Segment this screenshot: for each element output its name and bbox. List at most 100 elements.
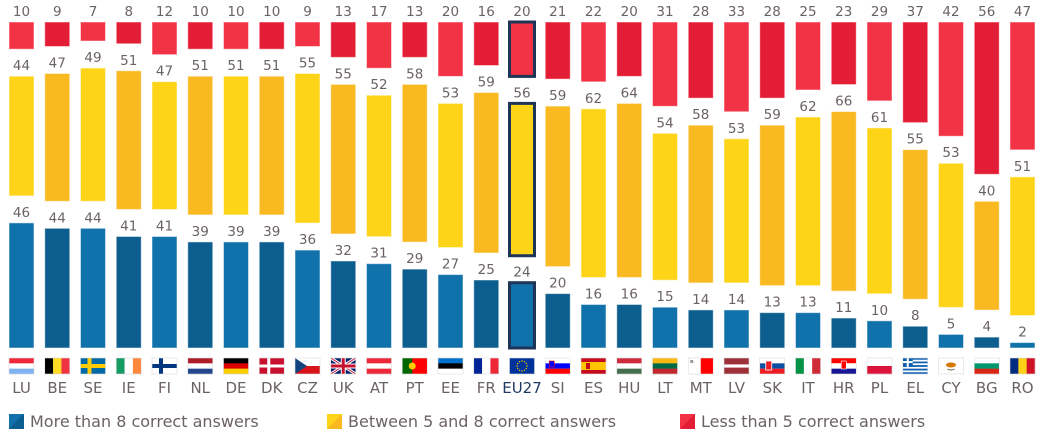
bar-red-fr: [473, 21, 500, 67]
value-label-blue-es: 16: [585, 286, 602, 302]
value-label-yellow-hr: 66: [835, 94, 852, 110]
bar-yellow-fi: [151, 81, 178, 210]
value-label-red-sk: 28: [764, 4, 781, 20]
x-tick-label-lv: LV: [728, 379, 746, 397]
bar-blue-be: [44, 227, 71, 349]
value-label-red-ee: 20: [442, 4, 459, 20]
bar-yellow-es: [580, 108, 607, 278]
legend-label: Between 5 and 8 correct answers: [348, 412, 617, 431]
bar-blue-es: [580, 303, 607, 349]
x-tick-label-dk: DK: [261, 379, 284, 397]
bar-blue-dk: [258, 241, 285, 349]
bar-blue-si: [544, 293, 571, 349]
flags-layer: [8, 356, 1036, 376]
flag-pt-icon: [401, 357, 428, 375]
bar-blue-bg: [973, 336, 1000, 349]
bar-red-sk: [759, 21, 786, 99]
value-labels-layer: 1044469474474944851411247411051391051391…: [13, 4, 1031, 341]
flag-ee-icon: [437, 357, 464, 375]
value-label-yellow-ie: 51: [120, 53, 137, 69]
value-label-red-it: 25: [799, 4, 816, 20]
bar-blue-fr: [473, 279, 500, 349]
bar-yellow-cy: [938, 162, 964, 308]
value-label-red-hu: 20: [621, 4, 638, 20]
bar-red-pl: [866, 21, 893, 102]
value-label-red-lv: 33: [728, 4, 745, 20]
bar-yellow-at: [366, 94, 392, 238]
bar-blue-pl: [866, 320, 893, 349]
bar-blue-ee: [437, 274, 464, 349]
x-tick-label-at: AT: [370, 379, 389, 397]
bar-blue-nl: [187, 241, 214, 349]
legend-swatch-blue: [9, 414, 24, 429]
bar-blue-pt: [401, 268, 428, 349]
bar-red-cy: [938, 21, 964, 137]
value-label-yellow-mt: 58: [692, 107, 709, 123]
bar-yellow-be: [44, 72, 71, 202]
value-label-blue-de: 39: [227, 224, 244, 240]
value-label-yellow-nl: 51: [192, 58, 209, 74]
bar-red-mt: [687, 21, 714, 99]
value-label-red-at: 17: [370, 4, 387, 20]
value-label-blue-el: 8: [911, 308, 920, 324]
value-label-blue-hu: 16: [621, 286, 638, 302]
bar-red-lu: [8, 21, 35, 50]
legend-item-more-than-8: More than 8 correct answers: [9, 412, 259, 431]
value-label-yellow-sk: 59: [764, 107, 781, 123]
value-label-red-be: 9: [53, 4, 62, 20]
flag-ro-icon: [1009, 357, 1036, 375]
value-label-red-cy: 42: [942, 4, 959, 20]
legend-swatch-red: [680, 414, 695, 429]
flag-mt-icon: [687, 357, 714, 375]
bar-blue-lu: [8, 222, 35, 349]
value-label-red-ie: 8: [124, 4, 133, 20]
flag-dk-icon: [258, 357, 285, 375]
value-label-blue-cy: 5: [947, 316, 956, 332]
bar-blue-fi: [151, 235, 178, 349]
value-label-blue-sk: 13: [764, 295, 781, 311]
bar-yellow-ee: [437, 102, 464, 249]
flag-eu27-icon: [509, 357, 535, 375]
bar-blue-cz: [294, 249, 321, 349]
value-label-red-eu27: 20: [513, 4, 530, 20]
flag-cz-icon: [294, 357, 321, 375]
value-label-yellow-es: 62: [585, 91, 602, 107]
flag-ie-icon: [115, 357, 142, 375]
flag-pl-icon: [866, 357, 893, 375]
flag-es-icon: [580, 357, 607, 375]
value-label-blue-ee: 27: [442, 257, 459, 273]
value-label-blue-ie: 41: [120, 218, 137, 234]
bar-red-uk: [330, 21, 357, 58]
bar-red-de: [223, 21, 249, 50]
bar-yellow-uk: [330, 83, 357, 235]
flag-at-icon: [366, 357, 392, 375]
flag-hr-icon: [830, 357, 857, 375]
bar-red-ro: [1009, 21, 1036, 151]
bar-blue-ro: [1009, 342, 1036, 349]
bar-yellow-lt: [652, 132, 678, 281]
value-label-red-es: 22: [585, 4, 602, 20]
bar-yellow-se: [80, 67, 106, 202]
bar-yellow-pt: [401, 83, 428, 243]
bar-yellow-it: [795, 116, 821, 287]
value-label-yellow-cz: 55: [299, 55, 316, 71]
value-label-yellow-lv: 53: [728, 121, 745, 137]
bar-yellow-lu: [8, 75, 35, 197]
x-tick-labels-layer: LU BE SE IE FI NL DE DK CZ UK AT PT EE FR EU27 SI ES HU LT…: [12, 379, 1033, 397]
bar-red-nl: [187, 21, 214, 50]
value-label-red-ro: 47: [1014, 4, 1031, 20]
x-tick-label-be: BE: [47, 379, 67, 397]
flag-fi-icon: [151, 357, 178, 375]
bar-blue-lt: [652, 306, 678, 349]
x-tick-label-lt: LT: [657, 379, 673, 397]
flag-cy-icon: [938, 357, 964, 375]
flag-be-icon: [44, 357, 71, 375]
bar-red-pt: [401, 21, 428, 58]
bar-red-at: [366, 21, 392, 69]
bar-yellow-fr: [473, 92, 500, 254]
bar-red-si: [544, 21, 571, 80]
bar-red-dk: [258, 21, 285, 50]
x-tick-label-lu: LU: [12, 379, 31, 397]
x-tick-label-pl: PL: [871, 379, 889, 397]
bar-blue-mt: [687, 309, 714, 349]
